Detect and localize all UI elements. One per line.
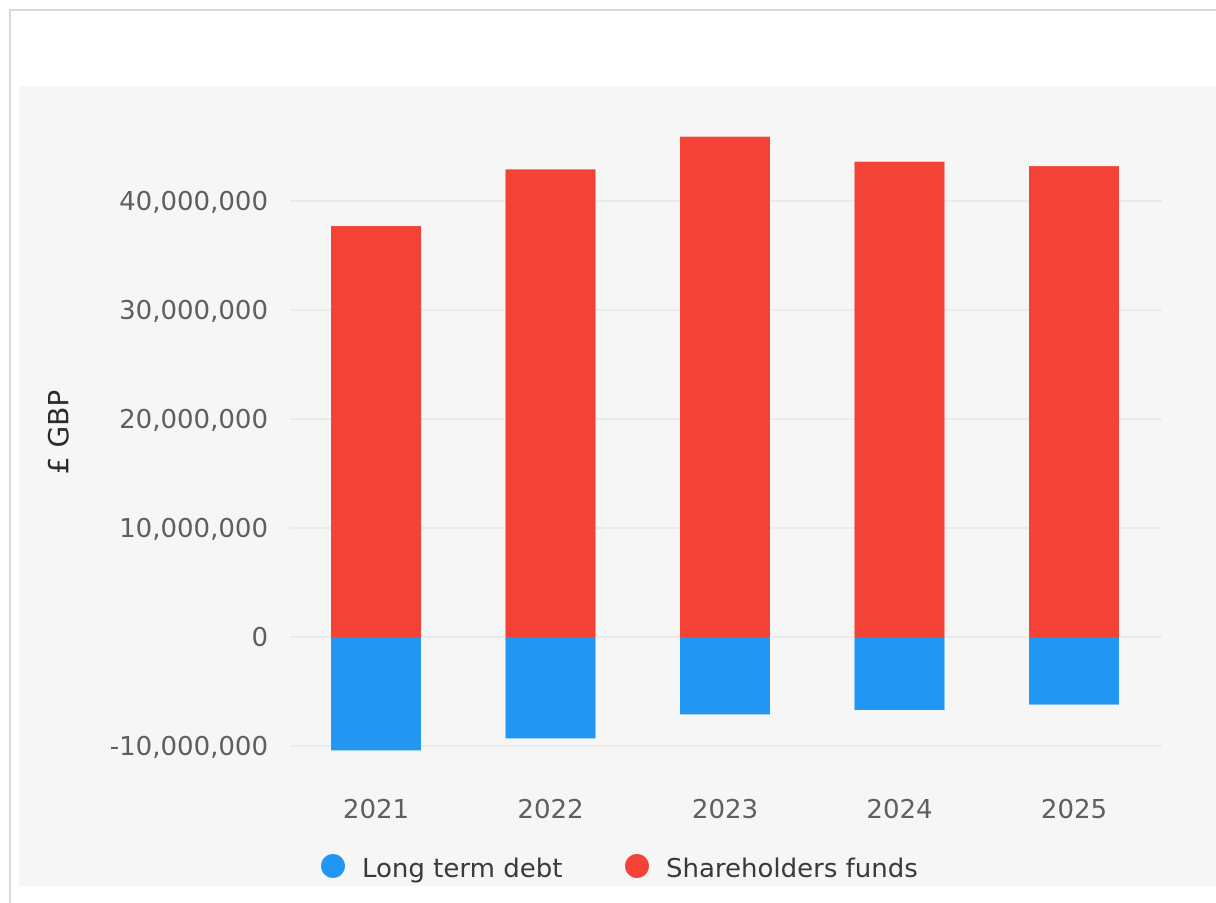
x-tick-label: 2024 [866, 795, 932, 825]
bar-long-term-debt-2021 [331, 637, 421, 751]
x-tick-label: 2021 [343, 795, 409, 825]
legend: Long term debt Shareholders funds [321, 854, 918, 884]
y-axis-ticks: -10,000,000 0 10,000,000 20,000,000 30,000,0… [110, 187, 268, 762]
bar-long-term-debt-2025 [1029, 637, 1119, 705]
bar-shareholders-funds-2022 [505, 169, 596, 637]
y-tick-label: 10,000,000 [119, 514, 268, 544]
legend-label[interactable]: Shareholders funds [666, 854, 918, 884]
bar-shareholders-funds-2025 [1029, 166, 1119, 637]
y-tick-label: -10,000,000 [110, 732, 268, 762]
bar-long-term-debt-2022 [505, 637, 596, 739]
bar-shareholders-funds-2023 [680, 136, 770, 637]
bar-long-term-debt-2023 [680, 637, 770, 715]
y-tick-label: 30,000,000 [119, 296, 268, 326]
legend-label[interactable]: Long term debt [362, 854, 562, 884]
y-tick-label: 40,000,000 [119, 187, 268, 217]
bars [331, 136, 1119, 751]
x-axis-ticks: 2021 2022 2023 2024 2025 [343, 795, 1107, 825]
y-axis-title: £ GBP [42, 390, 75, 475]
x-tick-label: 2023 [692, 795, 758, 825]
bar-shareholders-funds-2024 [854, 161, 945, 637]
y-tick-label: 0 [251, 623, 268, 653]
y-tick-label: 20,000,000 [119, 405, 268, 435]
x-tick-label: 2022 [517, 795, 583, 825]
plot-background [19, 86, 1216, 886]
x-tick-label: 2025 [1041, 795, 1107, 825]
bar-long-term-debt-2024 [854, 637, 945, 711]
legend-marker [625, 854, 649, 878]
bar-shareholders-funds-2021 [331, 226, 421, 637]
legend-marker [321, 854, 345, 878]
